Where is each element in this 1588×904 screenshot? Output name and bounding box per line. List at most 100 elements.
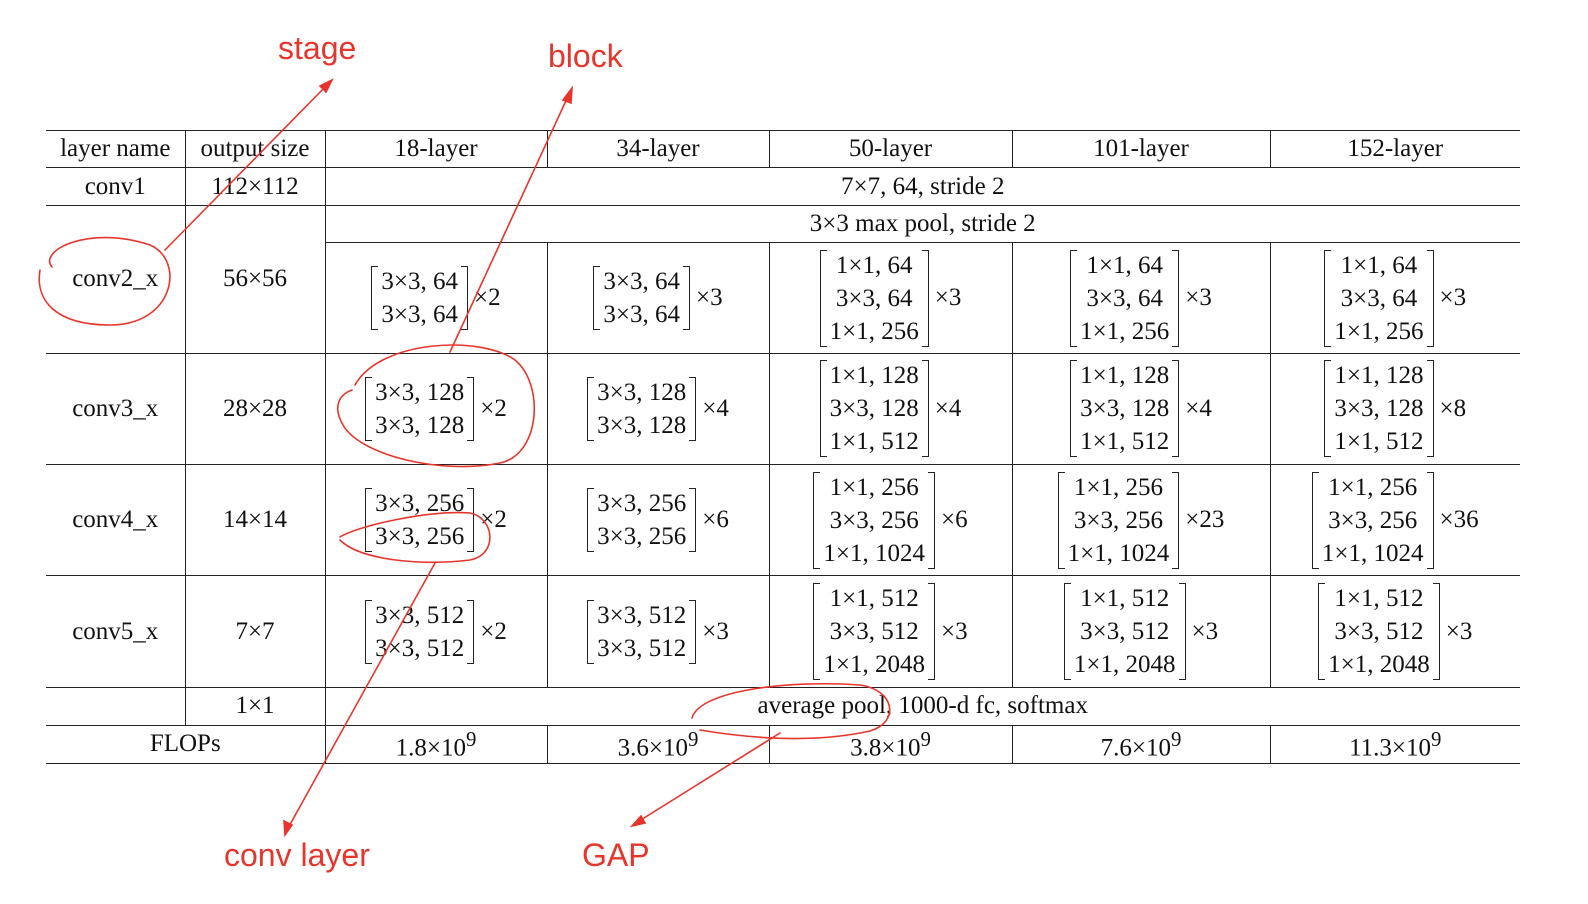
- conv-layer-spec: 3×3, 512: [597, 601, 687, 629]
- conv-layer-spec: 3×3, 128: [597, 411, 687, 439]
- conv-layer-spec: 3×3, 512: [597, 634, 687, 662]
- residual-block: 3×3, 512 3×3, 512 ×3: [587, 599, 729, 665]
- conv2-name: conv2_x: [46, 205, 186, 354]
- conv2-output-size: 56×56: [185, 205, 326, 354]
- conv-layer-spec: 3×3, 512: [375, 601, 465, 629]
- block-matrix: 1×1, 256 3×3, 256 1×1, 1024: [1057, 471, 1180, 570]
- header-row: layer name output size 18-layer 34-layer…: [46, 129, 1520, 168]
- conv-layer-spec: 1×1, 512: [1334, 428, 1424, 456]
- conv-layer-spec: 3×3, 128: [1080, 395, 1170, 423]
- final-name: [46, 686, 186, 726]
- block-matrix: 1×1, 512 3×3, 512 1×1, 2048: [1063, 582, 1186, 681]
- block-matrix: 3×3, 128 3×3, 128: [365, 376, 475, 442]
- block-matrix: 1×1, 64 3×3, 64 1×1, 256: [819, 249, 929, 348]
- block-repeat-count: ×6: [702, 506, 729, 534]
- conv4-output-size: 14×14: [185, 464, 326, 576]
- conv-layer-spec: 1×1, 256: [829, 473, 919, 501]
- table-body: layer name output size 18-layer 34-layer…: [46, 129, 1520, 765]
- conv-layer-spec: 1×1, 64: [835, 251, 913, 279]
- block-circle: [336, 344, 535, 468]
- residual-block: 1×1, 512 3×3, 512 1×1, 2048 ×3: [1063, 582, 1218, 681]
- conv-layer-spec: 1×1, 256: [1328, 473, 1418, 501]
- residual-block: 1×1, 128 3×3, 128 1×1, 512 ×8: [1324, 359, 1466, 458]
- conv-layer-spec: 1×1, 256: [1073, 473, 1163, 501]
- block-arrow-line: [449, 91, 571, 353]
- conv-layer-spec: 1×1, 2048: [823, 651, 925, 679]
- conv-layer-arrow-line: [286, 562, 436, 831]
- flops-value: 3.8×10: [850, 734, 921, 762]
- block-matrix: 1×1, 64 3×3, 64 1×1, 256: [1324, 249, 1434, 348]
- conv-layer-spec: 1×1, 64: [1086, 251, 1163, 279]
- residual-block: 1×1, 64 3×3, 64 1×1, 256 ×3: [819, 249, 962, 348]
- conv-layer-spec: 3×3, 512: [375, 634, 465, 662]
- conv3-row: conv3_x 28×28 3×3, 128 3×3, 128 ×2 3×3, 128…: [46, 352, 1520, 465]
- flops-exponent: 9: [465, 726, 477, 751]
- block-repeat-count: ×3: [934, 284, 962, 311]
- conv-layer-spec: 1×1, 256: [1334, 317, 1424, 345]
- resnet-architecture-table: layer name output size 18-layer 34-layer…: [46, 129, 1520, 765]
- block-matrix: 3×3, 128 3×3, 128: [587, 376, 697, 442]
- residual-block: 1×1, 64 3×3, 64 1×1, 256 ×3: [1324, 249, 1466, 348]
- conv-layer-spec: 1×1, 512: [1080, 428, 1170, 456]
- block-matrix: 3×3, 64 3×3, 64: [371, 265, 468, 331]
- conv3-name: conv3_x: [46, 352, 186, 465]
- flops-exponent: 9: [687, 726, 699, 751]
- flops-101: 7.6×109: [1012, 724, 1271, 765]
- header-18-layer: 18-layer: [325, 129, 548, 168]
- conv1-row: conv1 112×112 7×7, 64, stride 2: [46, 167, 1520, 206]
- block-repeat-count: ×36: [1439, 506, 1479, 534]
- stage-arrowhead: [318, 78, 334, 94]
- conv2-row: 3×3, 64 3×3, 64 ×2 3×3, 64 3×3, 64 ×3 1×1, 64 3…: [46, 242, 1520, 354]
- conv-layer-spec: 1×1, 2048: [1073, 651, 1176, 679]
- conv-layer-arrowhead: [283, 819, 294, 838]
- conv-layer-spec: 3×3, 512: [1080, 618, 1170, 646]
- stage-arrow-line: [164, 81, 331, 251]
- conv-layer-spec: 3×3, 128: [375, 411, 465, 439]
- block-cell-50-layer: 1×1, 128 3×3, 128 1×1, 512 ×4: [769, 352, 1013, 465]
- residual-block: 1×1, 128 3×3, 128 1×1, 512 ×4: [1070, 359, 1212, 458]
- conv-layer-spec: 3×3, 64: [381, 268, 458, 295]
- conv4-row: conv4_x 14×14 3×3, 256 3×3, 256 ×2 3×3, 256…: [46, 464, 1520, 576]
- flops-value: 1.8×10: [395, 734, 466, 762]
- block-cell-18-layer: 3×3, 256 3×3, 256 ×2: [325, 464, 548, 576]
- header-101-layer: 101-layer: [1012, 129, 1271, 168]
- block-repeat-count: ×4: [934, 394, 962, 422]
- conv-layer-spec: 1×1, 512: [1080, 585, 1170, 613]
- gap-arrow-line: [635, 732, 781, 824]
- block-repeat-count: ×3: [941, 617, 968, 645]
- stage-label: stage: [278, 30, 357, 66]
- conv-layer-spec: 3×3, 256: [597, 523, 687, 551]
- block-cell-50-layer: 1×1, 256 3×3, 256 1×1, 1024 ×6: [769, 464, 1013, 576]
- block-cell-34-layer: 3×3, 512 3×3, 512 ×3: [547, 575, 770, 688]
- residual-block: 1×1, 256 3×3, 256 1×1, 1024 ×23: [1057, 471, 1224, 570]
- block-matrix: 1×1, 64 3×3, 64 1×1, 256: [1070, 249, 1180, 348]
- block-matrix: 3×3, 256 3×3, 256: [587, 487, 697, 553]
- conv-layer-spec: 1×1, 2048: [1328, 651, 1430, 679]
- residual-block: 3×3, 64 3×3, 64 ×3: [593, 265, 723, 331]
- conv-layer-spec: 1×1, 1024: [1321, 539, 1424, 567]
- residual-block: 3×3, 128 3×3, 128 ×2: [365, 376, 507, 442]
- conv-layer-spec: 3×3, 64: [603, 268, 680, 295]
- block-label: block: [548, 38, 623, 74]
- block-cell-18-layer: 3×3, 128 3×3, 128 ×2: [325, 352, 548, 465]
- conv-layer-spec: 3×3, 256: [1328, 506, 1418, 534]
- flops-value: 11.3×10: [1349, 734, 1431, 762]
- residual-block: 1×1, 512 3×3, 512 1×1, 2048 ×3: [1318, 582, 1472, 681]
- block-cell-152-layer: 1×1, 128 3×3, 128 1×1, 512 ×8: [1270, 352, 1520, 465]
- flops-exponent: 9: [920, 726, 931, 751]
- stage-circle: [38, 236, 171, 326]
- conv4-name: conv4_x: [46, 464, 186, 576]
- block-cell-101-layer: 1×1, 256 3×3, 256 1×1, 1024 ×23: [1012, 464, 1271, 576]
- flops-row: FLOPs 1.8×109 3.6×109 3.8×109 7.6×109 11…: [46, 724, 1520, 765]
- conv-layer-spec: 3×3, 256: [829, 506, 919, 534]
- block-matrix: 1×1, 256 3×3, 256 1×1, 1024: [1311, 471, 1434, 570]
- conv-layer-circle: [339, 511, 491, 564]
- block-cell-101-layer: 1×1, 64 3×3, 64 1×1, 256 ×3: [1012, 242, 1271, 354]
- conv-layer-spec: 3×3, 64: [381, 301, 458, 328]
- flops-50: 3.8×109: [769, 724, 1013, 765]
- conv-layer-spec: 1×1, 64: [1340, 251, 1418, 279]
- conv-layer-spec: 3×3, 256: [1073, 506, 1163, 534]
- conv5-output-size: 7×7: [185, 575, 326, 688]
- flops-exponent: 9: [1170, 726, 1182, 751]
- flops-value: 7.6×10: [1100, 734, 1171, 762]
